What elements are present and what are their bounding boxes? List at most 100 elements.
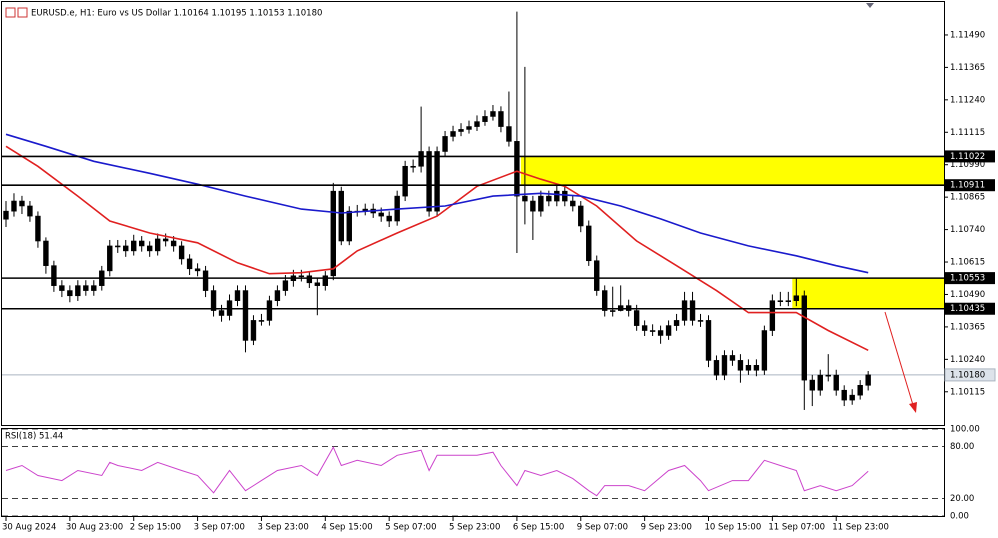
candle-body xyxy=(490,111,496,117)
plot: 1.11490 1.11365 1.11240 1.11115 1.10990 1.108… xyxy=(2,11,996,533)
candle-body xyxy=(418,151,424,167)
candle-body xyxy=(162,238,169,242)
candle-body xyxy=(865,374,871,386)
candle-body xyxy=(442,136,448,152)
level-label: 1.10435 xyxy=(950,304,985,314)
candle-body xyxy=(777,300,784,302)
rsi-line xyxy=(5,446,869,497)
candle-body xyxy=(753,365,760,371)
candle-body xyxy=(785,300,792,302)
candle-body xyxy=(729,355,736,361)
x-tick-label: 6 Sep 15:00 xyxy=(513,523,564,533)
rsi-title: RSI(18) 51.44 xyxy=(5,432,63,442)
candle-body xyxy=(123,245,129,252)
candle-body xyxy=(51,265,57,286)
candle-body xyxy=(761,330,768,371)
candle-body xyxy=(27,205,33,217)
candle-body xyxy=(170,240,177,247)
candle-body xyxy=(833,374,839,391)
x-tick-label: 2 Sep 15:00 xyxy=(130,523,181,533)
x-tick-label: 5 Sep 07:00 xyxy=(385,523,436,533)
candle-body xyxy=(338,190,344,242)
candle-body xyxy=(282,280,289,291)
candle-body xyxy=(115,245,121,248)
x-tick-label: 4 Sep 15:00 xyxy=(321,523,372,533)
candle-body xyxy=(578,205,584,227)
candle-body xyxy=(91,285,97,291)
arrow-head xyxy=(909,402,917,413)
candle-body xyxy=(657,330,664,336)
candle-body xyxy=(562,190,568,202)
chart-title: EURUSD.e, H1: Euro vs US Dollar 1.10164 … xyxy=(31,9,322,19)
candle-body xyxy=(713,360,720,376)
candle-body xyxy=(210,290,217,311)
candle-body xyxy=(218,310,225,316)
shift-marker xyxy=(866,3,874,8)
candle-body xyxy=(649,330,656,332)
candle-body xyxy=(250,320,257,341)
candle-body xyxy=(857,384,863,396)
candle-body xyxy=(186,258,193,270)
level-label-box xyxy=(945,272,995,285)
level-label: 1.10553 xyxy=(950,274,985,284)
x-tick-label: 3 Sep 23:00 xyxy=(257,523,308,533)
candle-body xyxy=(139,240,145,247)
candle-body xyxy=(202,270,209,291)
forecast-arrow xyxy=(884,311,917,413)
candle-body xyxy=(426,151,432,212)
candle-body xyxy=(75,285,81,297)
candle-body xyxy=(154,238,161,252)
candle-body xyxy=(386,215,392,222)
rsi-tick-label: 100.00 xyxy=(950,425,980,435)
current-price-label: 1.10180 xyxy=(950,370,985,380)
candle-body xyxy=(178,245,185,260)
candle-body xyxy=(59,285,65,291)
current-price-box xyxy=(944,368,996,382)
candle-body xyxy=(258,320,265,322)
candle-body xyxy=(146,245,153,252)
candle-body xyxy=(633,310,640,326)
candle-body xyxy=(697,320,704,322)
y-tick-label: 1.10240 xyxy=(950,355,985,365)
candle-body xyxy=(498,111,504,127)
y-tick-label: 1.11240 xyxy=(950,95,985,105)
candle-body xyxy=(330,190,336,277)
candle-body xyxy=(817,374,823,391)
level-label: 1.11022 xyxy=(950,152,985,162)
x-tick-label: 10 Sep 15:00 xyxy=(705,523,762,533)
candle-body xyxy=(737,360,744,371)
moving-average xyxy=(5,133,869,274)
candle-body xyxy=(274,290,281,301)
level-label: 1.10911 xyxy=(950,181,985,191)
candle-body xyxy=(194,268,201,272)
candle-body xyxy=(3,210,9,220)
candle-body xyxy=(721,355,728,376)
y-tick-label: 1.11365 xyxy=(950,63,985,73)
icon xyxy=(5,7,16,18)
candle-body xyxy=(458,129,464,132)
candle-body xyxy=(410,165,416,168)
candle-body xyxy=(306,275,313,284)
candle-body xyxy=(793,295,800,301)
y-tick-label: 1.10490 xyxy=(950,290,985,300)
rsi-panel-frame xyxy=(1,428,945,517)
candle-body xyxy=(19,200,25,207)
candle-body xyxy=(554,190,560,202)
candle-body xyxy=(530,200,536,212)
candle-body xyxy=(402,165,408,197)
candle-body xyxy=(825,374,831,377)
candle-body xyxy=(841,389,847,401)
candle-body xyxy=(11,200,17,212)
x-tick-label: 9 Sep 07:00 xyxy=(577,523,628,533)
x-tick-label: 3 Sep 07:00 xyxy=(194,523,245,533)
x-tick-label: 30 Aug 23:00 xyxy=(66,523,123,533)
rsi-tick-label: 0.00 xyxy=(950,512,969,522)
candle-body xyxy=(434,151,440,212)
candle-body xyxy=(298,275,305,278)
candle-body xyxy=(801,295,807,381)
candle-body xyxy=(570,200,576,207)
candle-body xyxy=(602,290,608,311)
candle-body xyxy=(107,245,113,272)
